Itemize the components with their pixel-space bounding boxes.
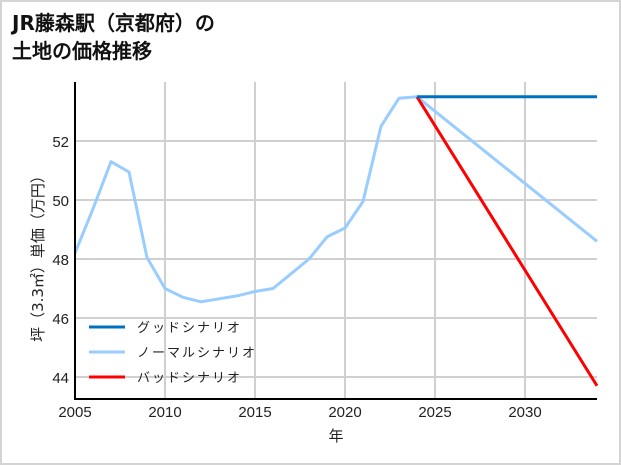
- chart-title-line1: JR藤森駅（京都府）の: [12, 11, 215, 35]
- chart-title: JR藤森駅（京都府）の 土地の価格推移: [12, 9, 215, 65]
- grid-lines: [75, 82, 597, 399]
- x-tick-label: 2005: [58, 404, 91, 421]
- x-tick-label: 2025: [418, 404, 451, 421]
- y-axis-label: 坪（3.3㎡）単価（万円）: [29, 168, 47, 342]
- y-tick-label: 48: [52, 252, 69, 269]
- y-tick-labels: 44 46 48 50 52: [52, 134, 69, 387]
- legend-label: ノーマルシナリオ: [137, 346, 257, 361]
- x-tick-labels: 2005 2010 2015 2020 2025 2030: [58, 404, 541, 421]
- legend-label: バッドシナリオ: [137, 371, 242, 386]
- x-tick-label: 2010: [148, 404, 181, 421]
- chart-title-line2: 土地の価格推移: [12, 39, 152, 63]
- series-line-2: [415, 96, 599, 387]
- y-tick-label: 50: [52, 193, 69, 210]
- x-tick-label: 2015: [238, 404, 271, 421]
- x-axis-label: 年: [328, 427, 343, 445]
- legend-label: グッドシナリオ: [137, 321, 242, 336]
- series-line-1: [73, 95, 598, 304]
- series-lines: [73, 95, 599, 387]
- y-tick-label: 44: [52, 370, 69, 387]
- y-tick-label: 46: [52, 311, 69, 328]
- x-tick-label: 2020: [328, 404, 361, 421]
- y-tick-label: 52: [52, 134, 69, 151]
- x-tick-label: 2030: [508, 404, 541, 421]
